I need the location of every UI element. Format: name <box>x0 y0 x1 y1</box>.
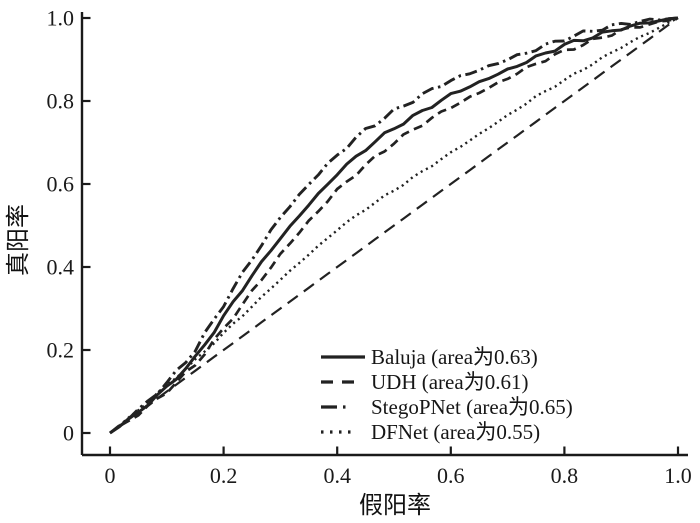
roc-curves <box>109 16 679 435</box>
x-tick-label: 0.2 <box>210 463 238 488</box>
y-tick-label: 0.2 <box>47 338 75 363</box>
x-tick-label: 1.0 <box>664 463 692 488</box>
legend-label-stegopnet: StegoPNet (area为0.65) <box>371 395 573 419</box>
x-tick-label: 0.6 <box>437 463 465 488</box>
y-tick-label: 0.6 <box>47 172 75 197</box>
roc-curve-chance-line <box>109 17 679 434</box>
y-tick-label: 1.0 <box>47 6 75 31</box>
x-tick-label: 0.8 <box>551 463 579 488</box>
y-tick-label: 0 <box>63 421 74 446</box>
x-tick-label: 0 <box>105 463 116 488</box>
roc-curve-dfnet <box>109 16 679 434</box>
legend-label-baluja: Baluja (area为0.63) <box>371 345 538 369</box>
x-axis-title: 假阳率 <box>359 492 431 519</box>
roc-curve-stegopnet <box>109 16 679 435</box>
y-tick-label: 0.4 <box>47 255 75 280</box>
axes: 0 0.2 0.4 0.6 0.8 1.0 0 0.2 0.4 0.6 0.8 1.0 <box>47 6 692 489</box>
x-tick-label: 0.4 <box>323 463 351 488</box>
roc-curve-baluja <box>109 16 679 435</box>
y-axis-title: 真阳率 <box>5 204 32 276</box>
legend: Baluja (area为0.63)UDH (area为0.61)StegoPN… <box>321 345 573 444</box>
y-tick-label: 0.8 <box>47 89 75 114</box>
roc-curve-udh <box>109 16 679 435</box>
legend-label-udh: UDH (area为0.61) <box>371 370 528 394</box>
legend-label-dfnet: DFNet (area为0.55) <box>371 420 540 444</box>
